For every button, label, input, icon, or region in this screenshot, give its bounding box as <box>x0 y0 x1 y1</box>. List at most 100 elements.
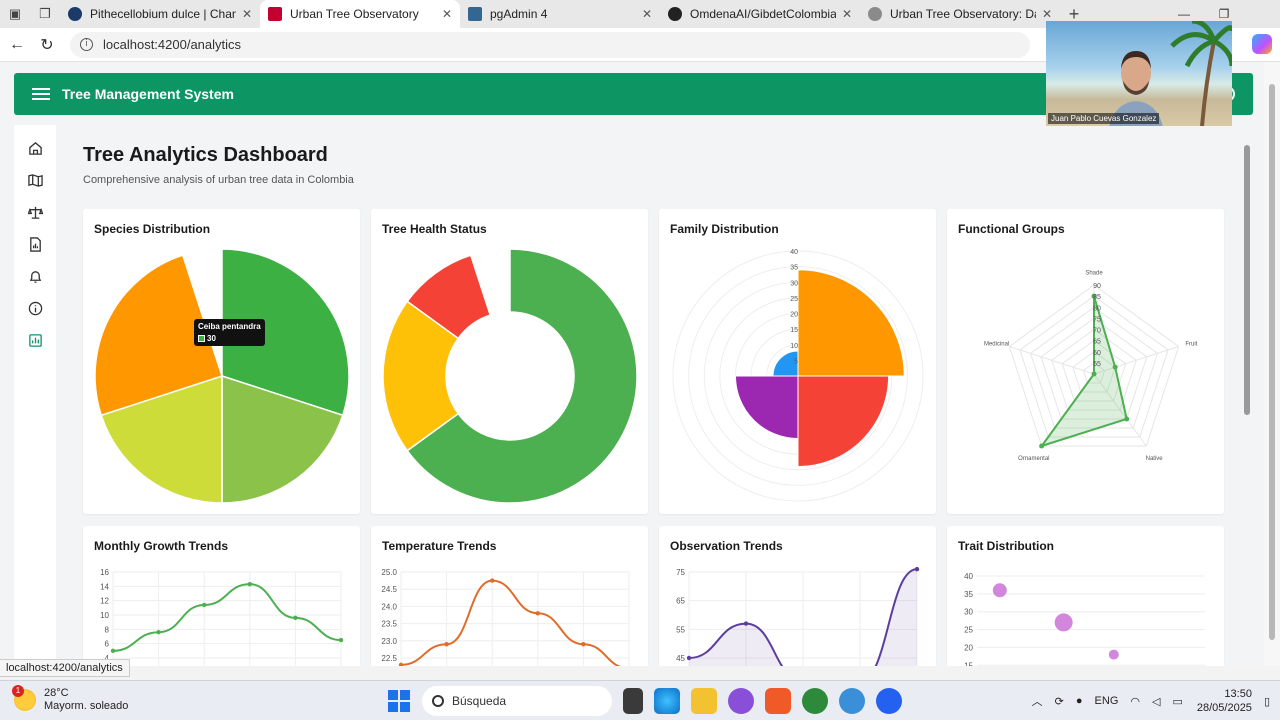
tab-title: pgAdmin 4 <box>490 7 548 21</box>
polar-segment <box>797 269 905 377</box>
zoom-app-icon[interactable] <box>876 688 902 714</box>
file-explorer-icon[interactable] <box>691 688 717 714</box>
close-tab-icon[interactable]: ✕ <box>241 7 252 21</box>
radar-axis-label: Shade <box>1085 271 1103 277</box>
temperature-line-chart[interactable]: 22.5 23.0 23.5 24.0 24.5 25.0 <box>371 526 648 666</box>
radar-tick-label: 55 <box>1093 361 1101 368</box>
app-icon[interactable] <box>802 688 828 714</box>
analytics-content: Tree Analytics Dashboard Comprehensive a… <box>56 125 1241 666</box>
app-icon[interactable] <box>839 688 865 714</box>
sync-icon[interactable]: ⟳ <box>1054 695 1064 708</box>
page-scrollbar[interactable] <box>1264 62 1280 666</box>
card-title: Trait Distribution <box>958 539 1054 553</box>
radar-grid <box>1082 362 1106 384</box>
tab-title: Pithecellobium dulce | Change sp <box>90 7 236 21</box>
close-tab-icon[interactable]: ✕ <box>641 7 652 21</box>
wifi-icon[interactable]: ◠ <box>1130 695 1140 708</box>
sidebar-item-info[interactable] <box>14 292 56 324</box>
close-tab-icon[interactable]: ✕ <box>441 7 452 21</box>
growth-line-chart[interactable]: 4 6 8 10 12 14 16 <box>83 526 360 666</box>
data-point <box>743 621 749 626</box>
close-tab-icon[interactable]: ✕ <box>1041 7 1052 21</box>
page-icon <box>868 7 882 21</box>
donut-slice <box>406 254 492 340</box>
edge-app-icon[interactable] <box>654 688 680 714</box>
chevron-up-icon[interactable]: ︿ <box>1031 696 1043 708</box>
volume-icon[interactable]: ◁ <box>1152 695 1161 708</box>
reload-icon[interactable]: ↻ <box>40 36 54 54</box>
content-scrollbar[interactable] <box>1241 130 1253 666</box>
sidebar-item-home[interactable] <box>14 132 56 164</box>
card-title: Monthly Growth Trends <box>94 539 228 553</box>
data-point <box>110 648 116 654</box>
sidebar-item-reports[interactable] <box>14 228 56 260</box>
sidebar-item-scale[interactable] <box>14 196 56 228</box>
radar-tick-label: 85 <box>1093 294 1101 301</box>
workspaces-icon[interactable]: ▣ <box>8 6 22 21</box>
weather-widget[interactable]: 1 28°C Mayorm. soleado <box>12 685 128 713</box>
bubble-point <box>1054 613 1073 632</box>
taskbar-search[interactable]: Búsqueda <box>422 686 612 716</box>
url-text: localhost:4200/analytics <box>103 37 242 52</box>
polar-tick-label: 30 <box>790 280 798 287</box>
restore-icon[interactable]: ❐ <box>1218 7 1230 21</box>
menu-icon[interactable] <box>32 88 50 100</box>
terminal-app-icon[interactable] <box>623 688 643 714</box>
browser-tab[interactable]: Pithecellobium dulce | Change sp ✕ <box>60 0 260 28</box>
copilot-icon[interactable] <box>1252 34 1272 54</box>
browser-tab[interactable]: pgAdmin 4 ✕ <box>460 0 660 28</box>
sidebar-item-map[interactable] <box>14 164 56 196</box>
observation-area-chart[interactable]: 45 55 65 75 <box>659 526 936 666</box>
polar-tick-label: 35 <box>790 265 798 272</box>
polar-tick-label: 15 <box>790 327 798 334</box>
radar-tick-label: 80 <box>1093 305 1101 312</box>
y-tick-label: 40 <box>964 572 973 581</box>
health-donut-chart[interactable] <box>371 209 648 514</box>
trait-distribution-card: Trait Distribution 510152025303540 <box>947 526 1224 666</box>
area-fill <box>689 569 917 666</box>
clock[interactable]: 13:50 28/05/2025 <box>1197 687 1252 715</box>
battery-icon[interactable]: ▭ <box>1172 695 1183 708</box>
back-icon[interactable]: ← <box>9 35 25 53</box>
bubble-point <box>992 583 1007 598</box>
tab-actions-icon[interactable]: ❐ <box>39 6 51 21</box>
sidebar-item-alerts[interactable] <box>14 260 56 292</box>
windows-start-icon[interactable] <box>388 690 410 712</box>
sidebar-item-analytics[interactable] <box>14 324 56 356</box>
data-point <box>581 642 586 647</box>
y-tick-label: 12 <box>100 597 109 606</box>
trait-bubble-chart[interactable]: 510152025303540 <box>947 526 1224 666</box>
tab-title: Urban Tree Observatory: Data-Dr <box>890 7 1036 21</box>
radar-tick-label: 60 <box>1093 350 1101 357</box>
browser-tab[interactable]: OmdenaAI/GibdetColombiaChap ✕ <box>660 0 860 28</box>
species-pie-chart[interactable] <box>83 209 360 514</box>
radar-tick-label: 75 <box>1093 316 1101 323</box>
y-tick-label: 14 <box>100 582 109 591</box>
analytics-icon <box>28 333 42 347</box>
y-tick-label: 16 <box>100 568 109 577</box>
notifications-icon[interactable]: ▯ <box>1263 695 1270 708</box>
family-polar-chart[interactable]: 40 35 30 25 20 15 10 5 <box>659 209 936 514</box>
new-tab-icon[interactable]: + <box>1068 3 1080 24</box>
family-distribution-card: Family Distribution 40 35 30 25 20 15 10 5 <box>659 209 936 514</box>
app-icon[interactable] <box>728 688 754 714</box>
minimize-icon[interactable]: — <box>1178 7 1190 21</box>
polar-segment <box>772 350 799 377</box>
language-indicator[interactable]: ENG <box>1094 695 1119 707</box>
y-tick-label: 55 <box>676 625 685 634</box>
data-point <box>914 566 920 572</box>
browser-tab[interactable]: Urban Tree Observatory: Data-Dr ✕ <box>860 0 1060 28</box>
observation-trends-card: Observation Trends 45 55 65 75 <box>659 526 936 666</box>
brave-app-icon[interactable] <box>765 688 791 714</box>
site-info-icon[interactable]: i <box>80 38 93 51</box>
donut-slice <box>406 248 638 504</box>
card-title: Functional Groups <box>958 222 1065 236</box>
url-field[interactable]: i localhost:4200/analytics <box>70 31 1030 58</box>
radar-point <box>1124 416 1130 422</box>
browser-tab-active[interactable]: Urban Tree Observatory ✕ <box>260 0 460 28</box>
microphone-icon[interactable]: ● <box>1075 695 1083 707</box>
close-tab-icon[interactable]: ✕ <box>841 7 852 21</box>
radar-point <box>1039 443 1045 449</box>
functional-radar-chart[interactable]: Shade Fruit Native Ornamental Medicinal 55 60 6… <box>947 209 1224 514</box>
pgadmin-icon <box>468 7 482 21</box>
